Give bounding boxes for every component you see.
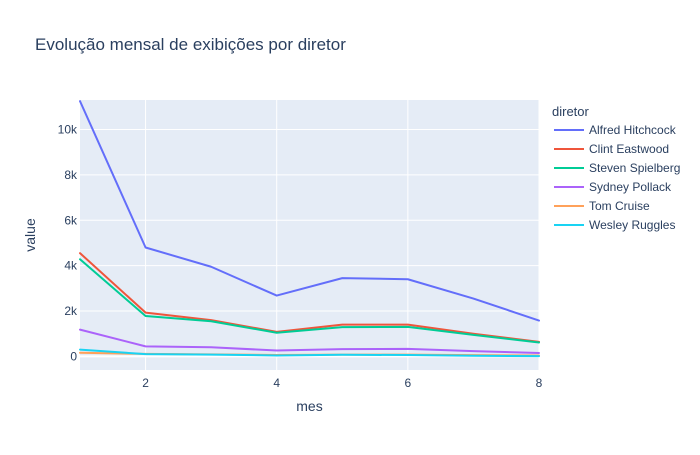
legend-item-wesley-ruggles[interactable]: Wesley Ruggles (554, 218, 675, 232)
y-tick-label: 4k (64, 259, 78, 273)
legend-item-alfred-hitchcock[interactable]: Alfred Hitchcock (554, 123, 677, 137)
x-axis-title: mes (296, 398, 322, 414)
grid-layer (80, 100, 540, 370)
legend-item-sydney-pollack[interactable]: Sydney Pollack (554, 180, 672, 194)
legend-label: Steven Spielberg (589, 161, 680, 175)
legend-label: Tom Cruise (589, 199, 650, 213)
legend-title: diretor (552, 104, 590, 119)
y-tick-label: 2k (64, 304, 78, 318)
series-line-clint-eastwood[interactable] (79, 252, 540, 343)
x-tick-label: 8 (536, 376, 543, 390)
y-tick-label: 0 (70, 349, 77, 363)
chart-title: Evolução mensal de exibições por diretor (35, 35, 346, 54)
y-axis-title: value (22, 218, 38, 252)
legend-label: Wesley Ruggles (589, 218, 675, 232)
legend-item-steven-spielberg[interactable]: Steven Spielberg (554, 161, 680, 175)
plot-background (80, 100, 539, 370)
series-line-sydney-pollack[interactable] (79, 328, 540, 354)
legend-label: Alfred Hitchcock (589, 123, 677, 137)
x-tick-label: 6 (405, 376, 412, 390)
x-tick-label: 2 (142, 376, 149, 390)
y-tick-label: 8k (64, 168, 78, 182)
x-tick-label: 4 (273, 376, 280, 390)
series-line-alfred-hitchcock[interactable] (79, 100, 540, 322)
y-tick-label: 6k (64, 213, 78, 227)
y-tick-label: 10k (58, 122, 78, 136)
series-line-steven-spielberg[interactable] (79, 258, 540, 344)
legend-item-clint-eastwood[interactable]: Clint Eastwood (554, 142, 669, 156)
series-layer (79, 100, 540, 358)
legend-item-tom-cruise[interactable]: Tom Cruise (554, 199, 650, 213)
legend-label: Sydney Pollack (589, 180, 672, 194)
tick-label-layer: 2 4 6 8 0 2k 4k 6k 8k 10k (58, 122, 543, 390)
series-line-wesley-ruggles[interactable] (79, 348, 540, 358)
legend-label: Clint Eastwood (589, 142, 669, 156)
legend[interactable]: diretor Alfred Hitchcock Clint Eastwood St… (552, 104, 680, 232)
